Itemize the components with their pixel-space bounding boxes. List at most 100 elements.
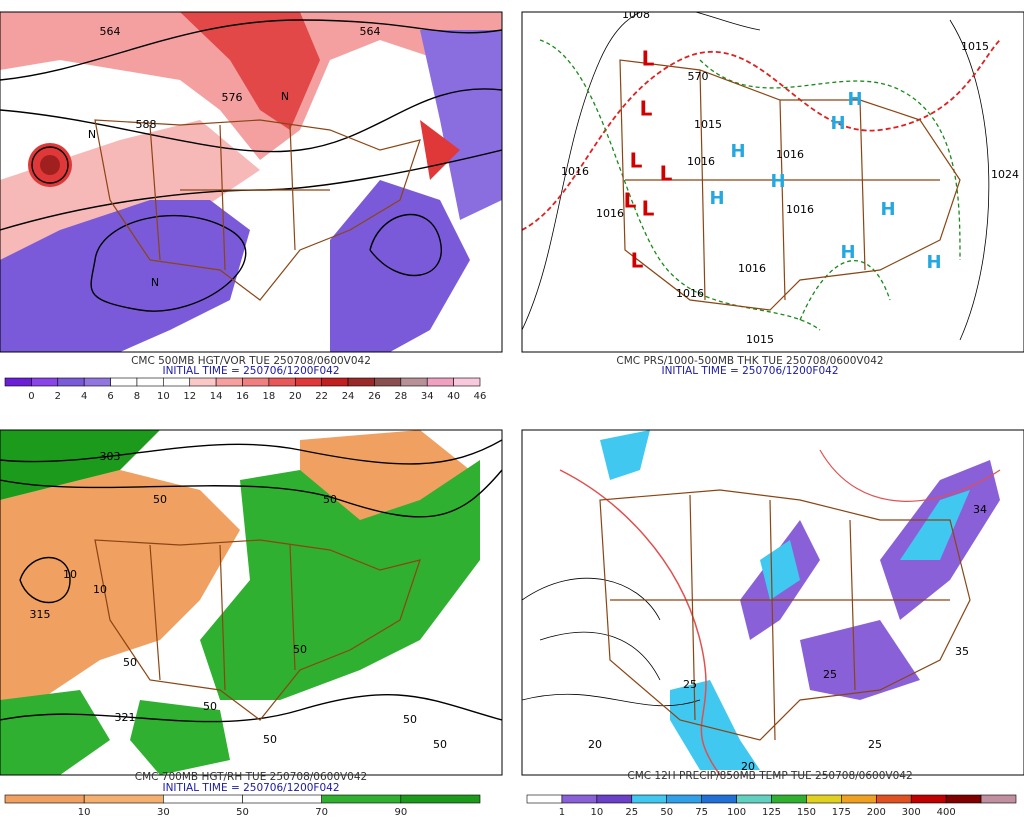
map-label: 1016 bbox=[687, 155, 715, 168]
caption: CMC 500MB HGT/VOR TUE 250708/0600V042 bbox=[131, 355, 371, 367]
map-label: 50 bbox=[123, 656, 137, 669]
colorbar-label: 26 bbox=[368, 391, 381, 402]
colorbar-label: 28 bbox=[394, 391, 407, 402]
map-label: H bbox=[709, 188, 724, 209]
colorbar-cell bbox=[631, 794, 668, 804]
map-label: 588 bbox=[136, 118, 157, 131]
colorbar-label: 70 bbox=[315, 807, 328, 818]
colorbar-cell bbox=[215, 377, 243, 387]
colorbar-label: 2 bbox=[55, 391, 61, 402]
map-label: 1016 bbox=[676, 287, 704, 300]
colorbar-cell bbox=[31, 377, 59, 387]
colorbar-cell bbox=[666, 794, 702, 804]
colorbar-label: 10 bbox=[157, 391, 170, 402]
colorbar-label: 20 bbox=[289, 391, 302, 402]
colorbar-cell bbox=[945, 794, 982, 804]
colorbar-label: 46 bbox=[474, 391, 487, 402]
colorbar-label: 25 bbox=[625, 807, 638, 818]
map-label: 1016 bbox=[596, 207, 624, 220]
colorbar-label: 200 bbox=[867, 807, 886, 818]
colorbar-cell bbox=[875, 794, 912, 804]
map-label: 1016 bbox=[561, 165, 589, 178]
colorbar-label: 24 bbox=[342, 391, 355, 402]
map-label: H bbox=[730, 141, 745, 162]
map-label: 1024 bbox=[991, 168, 1019, 181]
map-label: 20 bbox=[741, 760, 755, 773]
colorbar-cell bbox=[321, 794, 402, 804]
map-label: 321 bbox=[115, 711, 136, 724]
colorbar-label: 175 bbox=[832, 807, 851, 818]
map-label: 20 bbox=[588, 738, 602, 751]
colorbar-cell bbox=[701, 794, 737, 804]
map-label: L bbox=[660, 162, 673, 186]
map-label: 50 bbox=[293, 643, 307, 656]
map-label: 564 bbox=[100, 25, 121, 38]
colorbar-cell bbox=[400, 377, 428, 387]
map-label: 35 bbox=[955, 645, 969, 658]
colorbar-cell bbox=[347, 377, 375, 387]
map-label: 303 bbox=[100, 450, 121, 463]
map-frame bbox=[521, 11, 1024, 353]
colorbar-label: 1 bbox=[559, 807, 565, 818]
map-labels: 564 564 576 588 N N N bbox=[88, 25, 381, 289]
map-precip bbox=[522, 430, 1024, 775]
colorbar-cell bbox=[136, 377, 164, 387]
colorbar-label: 4 bbox=[81, 391, 87, 402]
map-label: L bbox=[640, 97, 653, 121]
colorbar-label: 8 bbox=[134, 391, 140, 402]
colorbar-cell bbox=[841, 794, 877, 804]
colorbar-label: 6 bbox=[107, 391, 113, 402]
colorbar-label: 300 bbox=[902, 807, 921, 818]
map-label: 1015 bbox=[746, 333, 774, 346]
caption: CMC PRS/1000-500MB THK TUE 250708/0600V0… bbox=[616, 355, 883, 367]
colorbar-cell bbox=[400, 794, 481, 804]
map-label: H bbox=[880, 199, 895, 220]
map-label: 570 bbox=[688, 70, 709, 83]
colorbar-cell bbox=[163, 377, 191, 387]
map-frame bbox=[0, 11, 503, 353]
map-label: 25 bbox=[823, 668, 837, 681]
colorbar-cell bbox=[980, 794, 1017, 804]
map-500mb bbox=[0, 12, 502, 352]
colorbar-label: 50 bbox=[660, 807, 673, 818]
colorbar-cell bbox=[110, 377, 138, 387]
colorbar-cell bbox=[4, 377, 32, 387]
colorbar-label: 16 bbox=[236, 391, 249, 402]
map-label: L bbox=[630, 149, 643, 173]
map-label: 50 bbox=[323, 493, 337, 506]
colorbar-label: 125 bbox=[762, 807, 781, 818]
colorbar-label: 100 bbox=[727, 807, 746, 818]
map-label: N bbox=[151, 276, 159, 289]
map-label: 1016 bbox=[738, 262, 766, 275]
map-label: 25 bbox=[683, 678, 697, 691]
colorbar-label: 34 bbox=[421, 391, 434, 402]
colorbar-label: 400 bbox=[937, 807, 956, 818]
map-label: 1016 bbox=[786, 203, 814, 216]
map-label: H bbox=[830, 113, 845, 134]
colorbar-label: 150 bbox=[797, 807, 816, 818]
initial-time: INITIAL TIME = 250706/1200F042 bbox=[162, 365, 339, 377]
colorbar-cell bbox=[374, 377, 402, 387]
colorbar-cell bbox=[526, 794, 563, 804]
map-label: 1015 bbox=[694, 118, 722, 131]
map-labels: 20 20 25 25 25 35 34 bbox=[588, 503, 987, 773]
map-label: 1008 bbox=[622, 8, 650, 21]
colorbar-cell bbox=[189, 377, 217, 387]
colorbar-label: 0 bbox=[28, 391, 34, 402]
map-label: 1016 bbox=[776, 148, 804, 161]
colorbar-cell bbox=[806, 794, 842, 804]
map-label: H bbox=[840, 242, 855, 263]
colorbar-label: 50 bbox=[236, 807, 249, 818]
map-label: H bbox=[770, 171, 785, 192]
colorbar-cell bbox=[4, 794, 85, 804]
map-label: H bbox=[847, 89, 862, 110]
map-labels: 303 50 10 10 315 50 50 50 50 321 50 50 50 bbox=[30, 450, 448, 751]
map-label: L bbox=[642, 197, 655, 221]
colorbar-label: 90 bbox=[394, 807, 407, 818]
map-label: 10 bbox=[63, 568, 77, 581]
map-frame bbox=[521, 429, 1024, 776]
map-700mb bbox=[0, 430, 502, 775]
colorbar-cell bbox=[163, 794, 243, 804]
map-pressure bbox=[522, 12, 1024, 352]
map-frame bbox=[0, 429, 503, 776]
